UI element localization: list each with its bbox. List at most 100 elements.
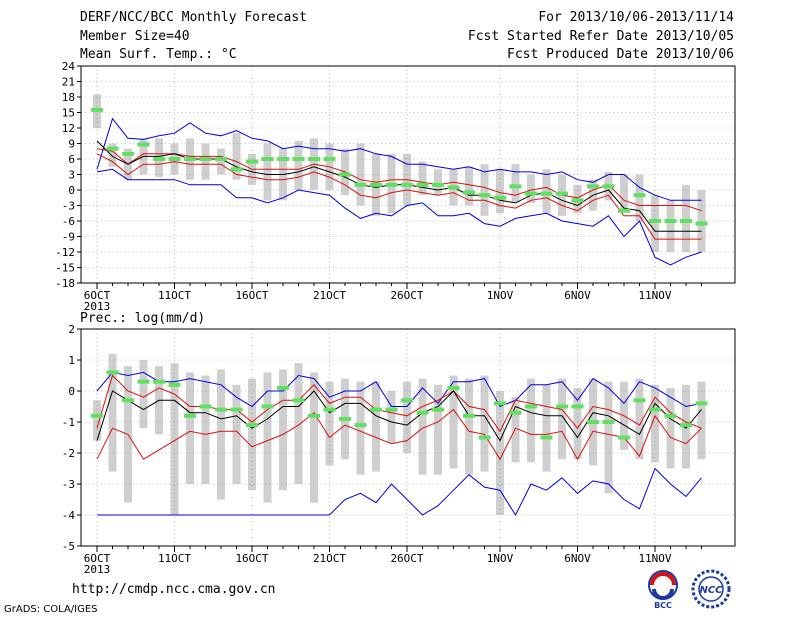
temp-median-marker (184, 157, 196, 161)
temp-median-marker (478, 193, 491, 198)
precip-median-marker (556, 404, 568, 409)
precip-median-marker (695, 401, 708, 406)
precip-box (697, 381, 706, 460)
temp-median-marker (199, 157, 212, 161)
precip-median-marker (385, 407, 398, 412)
temp-box (294, 140, 303, 190)
precip-median-marker (571, 404, 584, 409)
temp-box (263, 143, 272, 201)
precip-median-marker (447, 385, 460, 390)
precip-box (108, 353, 117, 472)
precip-ytick-label: 0 (68, 385, 75, 398)
temp-box (480, 164, 489, 216)
temp-median-marker (385, 182, 398, 187)
precip-box (666, 387, 675, 469)
temp-ytick-label: -3 (62, 200, 75, 213)
temp-median-marker (695, 221, 708, 226)
precip-box (310, 372, 318, 503)
precip-median-marker (199, 404, 212, 409)
precip-ytick-label: -5 (62, 540, 75, 553)
precip-box (232, 384, 241, 484)
temp-median-marker (525, 191, 537, 196)
precip-box (604, 381, 613, 494)
precip-box (139, 360, 148, 429)
precip-median-marker (323, 407, 336, 412)
temp-box (201, 143, 210, 180)
precip-box (248, 378, 256, 491)
temp-ytick-label: -15 (55, 262, 75, 275)
precip-box (480, 375, 489, 472)
temp-median-marker (649, 219, 661, 223)
temp-median-marker (370, 182, 382, 187)
temp-box (666, 200, 675, 252)
precip-median-marker (91, 413, 103, 418)
ncc-logo: NCC (691, 569, 731, 609)
precip-median-marker (246, 423, 258, 428)
precip-median-marker (587, 420, 599, 424)
precip-box (186, 372, 194, 484)
precip-line-ci_high (96, 374, 702, 433)
temp-median-marker (509, 184, 522, 189)
precip-ytick-label: 1 (68, 354, 75, 367)
temp-box (651, 195, 659, 252)
precip-median-marker (277, 385, 289, 390)
temp-median-marker (680, 219, 692, 223)
precip-xtick-label: 11NOV (638, 552, 671, 565)
precip-xtick-label: 16OCT (235, 552, 268, 565)
precip-median-marker (401, 398, 413, 403)
temp-line-mean (96, 140, 702, 232)
temp-median-marker (432, 182, 444, 187)
temp-median-marker (556, 191, 568, 196)
temp-median-marker (215, 157, 227, 161)
temp-line-ci_low (96, 153, 702, 240)
precip-median-marker (478, 435, 491, 440)
precip-line-min (97, 467, 702, 517)
precip-xtick-label: 6NOV (564, 552, 591, 565)
temp-ytick-label: 6 (68, 153, 75, 166)
precip-box (372, 381, 380, 472)
temp-median-marker (153, 157, 165, 161)
temp-ytick-label: -18 (55, 277, 75, 290)
temp-median-marker (401, 182, 413, 187)
temp-median-marker (494, 195, 506, 200)
temp-ytick-label: 12 (62, 122, 75, 135)
chart-title: DERF/NCC/BCC Monthly Forecast (80, 10, 307, 25)
precip-box (418, 378, 427, 475)
precip-ytick-label: -1 (62, 416, 75, 429)
temp-box (108, 143, 117, 167)
temp-median-marker (91, 107, 103, 112)
precip-median-marker (494, 401, 506, 406)
temp-median-marker (230, 167, 243, 172)
start-date: Fcst Started Refer Date 2013/10/05 (467, 29, 734, 44)
precip-median-marker (106, 370, 119, 375)
precip-xtick-label: 26OCT (390, 552, 423, 565)
temp-ytick-label: 9 (68, 138, 75, 151)
temp-median-marker (618, 208, 630, 213)
precip-box (573, 387, 582, 460)
precip-ytick-label: -4 (62, 509, 76, 522)
precip-median-marker (540, 435, 553, 440)
precip-box (170, 363, 179, 515)
precip-box (527, 378, 535, 463)
temp-median-marker (354, 182, 367, 187)
precip-median-marker (370, 407, 382, 412)
precip-line-ci_low (96, 408, 702, 461)
precip-median-marker (153, 379, 165, 384)
precip-xtick-label: 1NOV (487, 552, 514, 565)
precip-ytick-label: -2 (62, 447, 75, 460)
temp-ytick-label: 21 (62, 76, 75, 89)
temp-xtick-label: 11NOV (638, 289, 671, 302)
precip-xtick-label: 11OCT (158, 552, 191, 565)
temp-median-marker (587, 184, 599, 189)
source-url[interactable]: http://cmdp.ncc.cma.gov.cn (72, 582, 276, 597)
temp-variable-label: Mean Surf. Temp.: °C (80, 47, 237, 62)
precip-median-marker (633, 398, 646, 403)
temp-box (465, 166, 473, 206)
temp-line-ci_high (96, 148, 702, 212)
temp-box (511, 164, 520, 203)
temp-xtick-label: 2013 (84, 300, 111, 313)
temp-median-marker (137, 142, 150, 147)
precip-median-marker (618, 435, 630, 440)
temp-median-marker (122, 151, 134, 156)
